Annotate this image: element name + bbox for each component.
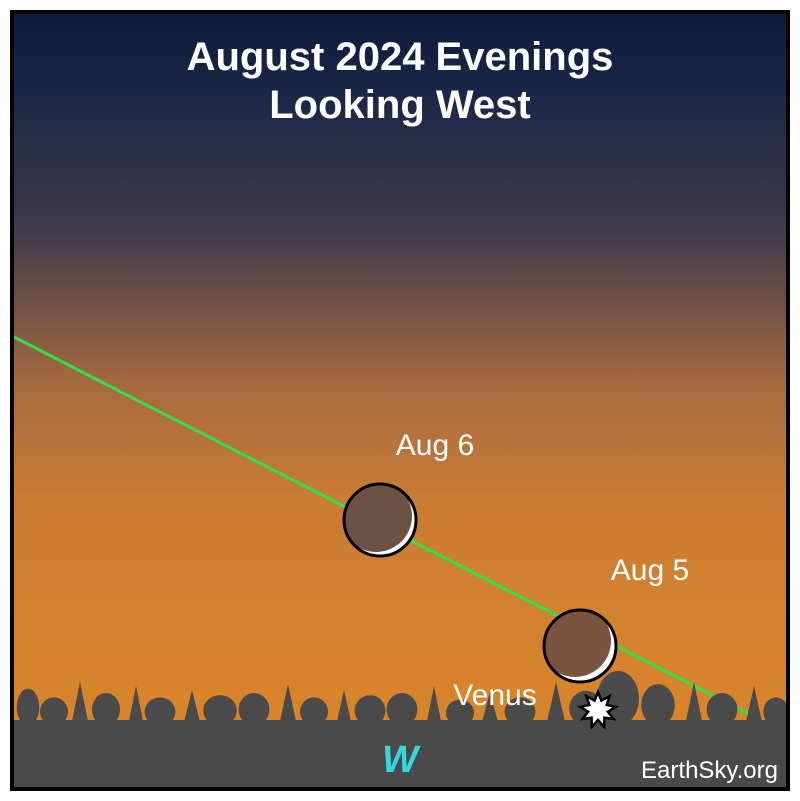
title-line2: Looking West	[269, 83, 530, 127]
credit-text: EarthSky.org	[641, 757, 778, 784]
moon-aug5-label: Aug 5	[611, 554, 689, 587]
moon-aug6-label: Aug 6	[396, 429, 474, 462]
title-line1: August 2024 Evenings	[187, 35, 614, 79]
venus-label: Venus	[453, 679, 536, 712]
sky-chart: August 2024 EveningsLooking West Aug 6 Aug…	[10, 10, 790, 791]
direction-west: W	[382, 739, 421, 781]
